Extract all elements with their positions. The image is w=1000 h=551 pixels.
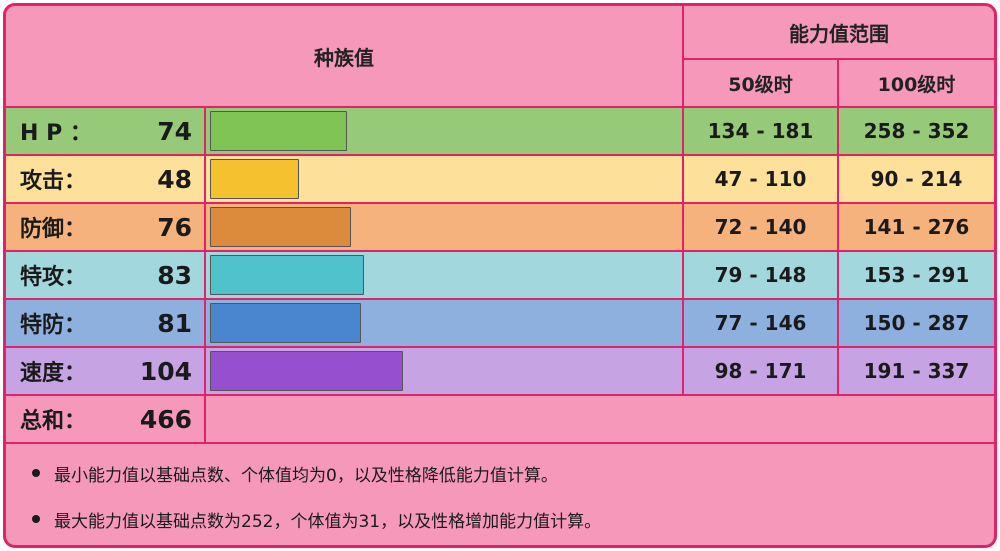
grid-line bbox=[682, 6, 684, 394]
row-divider bbox=[6, 106, 994, 108]
range-lv50: 79 - 148 bbox=[684, 252, 837, 298]
grid-line bbox=[204, 106, 206, 442]
stats-table: 种族值 能力值范围 50级时 100级时 H P ： 74 134 - 181 258… bbox=[3, 3, 997, 548]
stat-bar-track bbox=[206, 108, 682, 154]
note-min-text: 最小能力值以基础点数、个体值均为0，以及性格降低能力值计算。 bbox=[54, 465, 558, 486]
range-lv100: 90 - 214 bbox=[839, 156, 994, 202]
row-divider bbox=[6, 394, 994, 396]
note-min: 最小能力值以基础点数、个体值均为0，以及性格降低能力值计算。 bbox=[32, 458, 558, 488]
range-lv100: 150 - 287 bbox=[839, 300, 994, 346]
stat-value: 83 bbox=[124, 252, 204, 298]
range-lv50: 98 - 171 bbox=[684, 348, 837, 394]
row-divider bbox=[6, 250, 994, 252]
row-divider bbox=[6, 154, 994, 156]
grid-line bbox=[837, 58, 839, 394]
stat-label: 速度： bbox=[6, 348, 124, 394]
stat-label: 特攻： bbox=[6, 252, 124, 298]
stat-bar bbox=[210, 207, 351, 247]
stat-bar-track bbox=[206, 156, 682, 202]
bullet-icon bbox=[32, 469, 40, 477]
stat-label: 攻击： bbox=[6, 156, 124, 202]
row-divider bbox=[6, 346, 994, 348]
note-max: 最大能力值以基础点数为252，个体值为31，以及性格增加能力值计算。 bbox=[32, 504, 601, 534]
stat-bar bbox=[210, 111, 347, 151]
stat-value: 104 bbox=[124, 348, 204, 394]
stat-bar-track bbox=[206, 300, 682, 346]
stat-label: 特防： bbox=[6, 300, 124, 346]
lv50-header: 50级时 bbox=[728, 73, 793, 96]
stat-value: 81 bbox=[124, 300, 204, 346]
range-lv50: 77 - 146 bbox=[684, 300, 837, 346]
range-lv50: 134 - 181 bbox=[684, 108, 837, 154]
stat-bar-track bbox=[206, 348, 682, 394]
stat-label: H P ： bbox=[6, 108, 124, 154]
grid-line bbox=[682, 58, 994, 60]
stat-bar-track bbox=[206, 204, 682, 250]
stat-bar bbox=[210, 255, 364, 295]
range-header: 能力值范围 bbox=[789, 21, 889, 46]
bullet-icon bbox=[32, 515, 40, 523]
stat-value: 76 bbox=[124, 204, 204, 250]
stat-bar bbox=[210, 159, 299, 199]
stat-bar bbox=[210, 351, 403, 391]
note-max-text: 最大能力值以基础点数为252，个体值为31，以及性格增加能力值计算。 bbox=[54, 511, 602, 532]
stat-value: 74 bbox=[124, 108, 204, 154]
stat-label: 防御： bbox=[6, 204, 124, 250]
stat-value: 48 bbox=[124, 156, 204, 202]
lv100-header: 100级时 bbox=[877, 73, 956, 96]
range-lv50: 47 - 110 bbox=[684, 156, 837, 202]
total-label: 总和： bbox=[20, 409, 87, 434]
range-lv100: 191 - 337 bbox=[839, 348, 994, 394]
range-lv100: 141 - 276 bbox=[839, 204, 994, 250]
range-lv100: 258 - 352 bbox=[839, 108, 994, 154]
grid-line bbox=[6, 442, 994, 444]
row-divider bbox=[6, 202, 994, 204]
stat-bar bbox=[210, 303, 361, 343]
total-value: 466 bbox=[139, 404, 192, 434]
range-lv100: 153 - 291 bbox=[839, 252, 994, 298]
base-stats-header: 种族值 bbox=[314, 45, 374, 70]
stat-bar-track bbox=[206, 252, 682, 298]
row-divider bbox=[6, 298, 994, 300]
range-lv50: 72 - 140 bbox=[684, 204, 837, 250]
